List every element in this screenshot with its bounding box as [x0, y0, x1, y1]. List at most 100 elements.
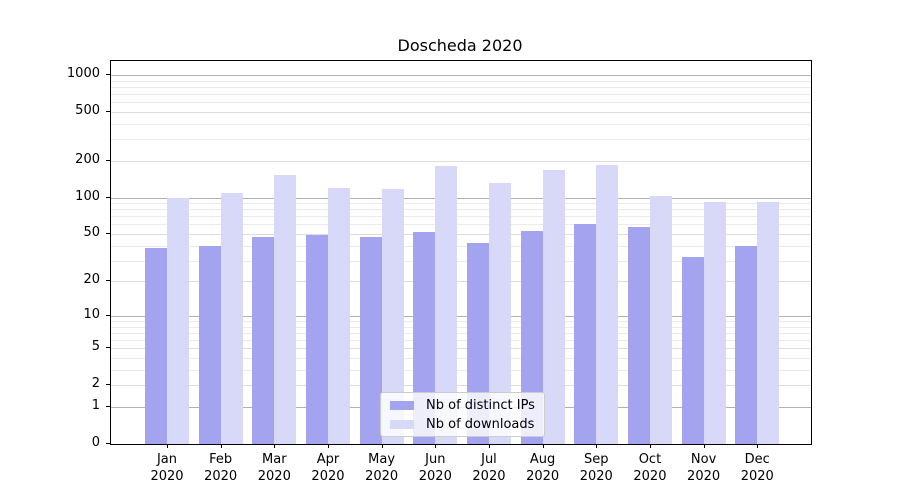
legend: Nb of distinct IPs Nb of downloads: [380, 392, 545, 437]
minor-gridline: [111, 123, 811, 125]
bar-downloads: [220, 193, 243, 444]
bar-distinct-ips: [198, 245, 221, 444]
bar-downloads: [649, 195, 672, 444]
x-tick-mark: [649, 444, 651, 448]
x-tick-label: Apr 2020: [311, 452, 345, 484]
x-tick-mark: [327, 444, 329, 448]
bar-distinct-ips: [252, 237, 275, 444]
bar-distinct-ips: [627, 227, 650, 444]
minor-gridline: [111, 340, 811, 342]
y-tick-mark: [106, 347, 110, 349]
bar-downloads: [542, 170, 565, 444]
y-tick-mark: [106, 110, 110, 112]
bar-downloads: [327, 187, 350, 444]
bar-distinct-ips: [574, 224, 597, 444]
legend-item-downloads: Nb of downloads: [390, 417, 535, 432]
y-tick-mark: [106, 314, 110, 316]
x-tick-mark: [435, 444, 437, 448]
y-tick-mark: [106, 443, 110, 444]
tick-gridline: [111, 111, 811, 113]
y-tick-label: 50: [83, 224, 100, 240]
legend-label-distinct-ips: Nb of distinct IPs: [426, 397, 535, 413]
x-tick-label: May 2020: [365, 452, 399, 484]
major-gridline: [111, 75, 811, 76]
y-tick-label: 2: [91, 376, 100, 392]
y-tick-mark: [106, 159, 110, 161]
x-tick-mark: [274, 444, 276, 448]
tick-gridline: [111, 348, 811, 350]
x-tick-label: Dec 2020: [740, 452, 774, 484]
minor-gridline: [111, 86, 811, 88]
y-tick-label: 200: [75, 151, 100, 167]
minor-gridline: [111, 80, 811, 82]
x-tick-label: Jan 2020: [150, 452, 184, 484]
y-tick-mark: [106, 74, 110, 75]
bar-distinct-ips: [735, 245, 758, 444]
y-tick-label: 10: [83, 306, 100, 322]
minor-gridline: [111, 245, 811, 247]
x-tick-mark: [542, 444, 544, 448]
x-tick-mark: [703, 444, 705, 448]
legend-label-downloads: Nb of downloads: [426, 416, 535, 432]
minor-gridline: [111, 102, 811, 104]
y-tick-mark: [106, 280, 110, 282]
x-tick-label: Aug 2020: [526, 452, 560, 484]
x-tick-label: Mar 2020: [257, 452, 291, 484]
bar-distinct-ips: [520, 230, 543, 444]
major-gridline: [111, 315, 811, 317]
minor-gridline: [111, 209, 811, 211]
chart-title: Doscheda 2020: [397, 36, 523, 55]
bar-downloads: [703, 202, 726, 444]
y-tick-mark: [106, 405, 110, 407]
minor-gridline: [111, 94, 811, 96]
bar-downloads: [596, 165, 619, 444]
y-tick-mark: [106, 384, 110, 386]
minor-gridline: [111, 369, 811, 371]
minor-gridline: [111, 224, 811, 226]
major-gridline: [111, 197, 811, 199]
minor-gridline: [111, 139, 811, 141]
legend-item-distinct-ips: Nb of distinct IPs: [390, 398, 535, 413]
y-tick-mark: [106, 196, 110, 198]
x-tick-label: Feb 2020: [204, 452, 238, 484]
y-tick-label: 500: [75, 102, 100, 118]
x-tick-label: Sep 2020: [579, 452, 613, 484]
x-tick-mark: [381, 444, 383, 448]
y-tick-label: 100: [75, 188, 100, 204]
bar-downloads: [167, 197, 189, 444]
x-tick-mark: [488, 444, 490, 448]
tick-gridline: [111, 233, 811, 235]
y-tick-label: 20: [83, 272, 100, 288]
tick-gridline: [111, 160, 811, 162]
x-tick-mark: [596, 444, 598, 448]
minor-gridline: [111, 358, 811, 360]
minor-gridline: [111, 203, 811, 205]
x-tick-mark: [167, 444, 168, 448]
bar-downloads: [435, 166, 458, 444]
x-tick-label: Nov 2020: [687, 452, 721, 484]
minor-gridline: [111, 260, 811, 262]
x-tick-mark: [220, 444, 222, 448]
plot-area: [110, 60, 812, 445]
bar-distinct-ips: [359, 237, 382, 444]
minor-gridline: [111, 321, 811, 323]
tick-gridline: [111, 281, 811, 283]
bar-downloads: [757, 202, 780, 444]
bar-distinct-ips: [681, 257, 704, 444]
y-tick-label: 1000: [66, 66, 100, 81]
bar-distinct-ips: [305, 235, 328, 444]
x-tick-label: Oct 2020: [633, 452, 667, 484]
x-tick-label: Jun 2020: [418, 452, 452, 484]
minor-gridline: [111, 332, 811, 334]
bar-distinct-ips: [145, 248, 167, 444]
legend-swatch-downloads: [390, 419, 414, 429]
minor-gridline: [111, 326, 811, 328]
y-tick-label: 0: [91, 435, 100, 450]
y-tick-mark: [106, 232, 110, 234]
y-tick-label: 1: [91, 397, 100, 413]
x-tick-mark: [757, 444, 759, 448]
y-tick-label: 5: [91, 339, 100, 355]
x-tick-label: Jul 2020: [472, 452, 506, 484]
minor-gridline: [111, 216, 811, 218]
